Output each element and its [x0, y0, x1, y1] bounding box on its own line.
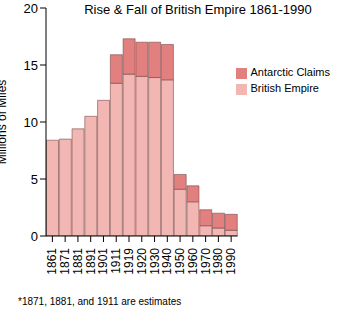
- svg-text:1930: 1930: [147, 248, 162, 275]
- svg-text:1980: 1980: [211, 248, 226, 275]
- html-text:*1871, 1881, and 1911 are esti: *1871, 1881, and 1911 are estimates: [18, 296, 182, 307]
- svg-text:1861: 1861: [45, 248, 60, 275]
- svg-text:5: 5: [31, 172, 38, 187]
- svg-text:20: 20: [24, 1, 38, 16]
- svg-text:1901: 1901: [96, 248, 111, 275]
- svg-text:1940: 1940: [160, 248, 175, 275]
- svg-text:1970: 1970: [198, 248, 213, 275]
- svg-text:1990: 1990: [224, 248, 238, 275]
- svg-text:1911: 1911: [109, 248, 124, 274]
- svg-text:1881: 1881: [70, 248, 85, 275]
- html-text:Rise & Fall of British Empire: Rise & Fall of British Empire 1861-1990: [84, 2, 312, 17]
- svg-text:1960: 1960: [185, 248, 200, 275]
- svg-text:1919: 1919: [122, 248, 136, 275]
- html-text:Antarctic Claims: Antarctic Claims: [250, 66, 330, 78]
- svg-text:1920: 1920: [134, 248, 149, 275]
- svg-text:1950: 1950: [173, 248, 188, 275]
- svg-text:Millions of Miles: Millions of Miles: [8, 80, 9, 165]
- svg-text:15: 15: [24, 58, 38, 73]
- svg-text:10: 10: [24, 115, 38, 130]
- svg-text:0: 0: [31, 229, 38, 244]
- html-text:British Empire: British Empire: [250, 82, 319, 94]
- svg-text:1871: 1871: [58, 248, 73, 275]
- svg-text:1891: 1891: [83, 248, 98, 275]
